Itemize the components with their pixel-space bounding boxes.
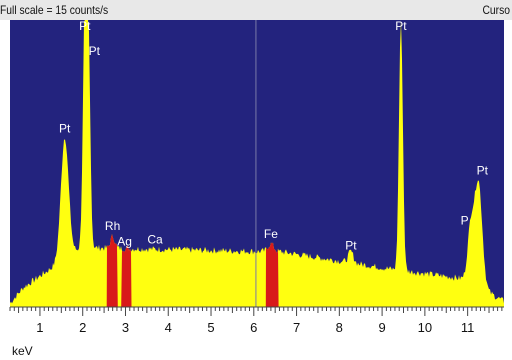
- spectrum-area: [10, 20, 504, 307]
- peak-label-pt: Pt: [89, 44, 101, 58]
- x-tick-label: 8: [336, 320, 343, 335]
- header-bar: Full scale = 15 counts/s Curso: [0, 0, 512, 20]
- x-tick-label: 3: [122, 320, 129, 335]
- peak-label-fe: Fe: [264, 227, 278, 241]
- x-tick-label: 4: [165, 320, 172, 335]
- peak-label-rh: Rh: [105, 219, 120, 233]
- x-tick-label: 10: [418, 320, 432, 335]
- peak-label-pt: Pt: [79, 19, 91, 33]
- highlight-region: [121, 246, 132, 307]
- x-tick-label: 9: [378, 320, 385, 335]
- x-tick-label: 7: [293, 320, 300, 335]
- cursor-readout: Curso: [482, 3, 510, 17]
- x-tick-label: 6: [250, 320, 257, 335]
- peak-label-pt: Pt: [477, 164, 489, 178]
- peak-label-p: P: [461, 214, 469, 228]
- peak-label-ag: Ag: [117, 235, 132, 249]
- x-axis-label: keV: [12, 344, 33, 358]
- x-tick-label: 5: [207, 320, 214, 335]
- highlight-region: [265, 242, 279, 307]
- peak-label-pt: Pt: [345, 239, 357, 253]
- x-tick-label: 2: [79, 320, 86, 335]
- x-tick-label: 1: [36, 320, 43, 335]
- peak-label-ca: Ca: [147, 233, 163, 247]
- peak-label-pt: Pt: [395, 19, 407, 33]
- full-scale-label: Full scale = 15 counts/s: [0, 3, 109, 17]
- peak-label-pt: Pt: [59, 122, 71, 136]
- x-tick-label: 11: [461, 320, 475, 335]
- highlight-region: [106, 234, 118, 307]
